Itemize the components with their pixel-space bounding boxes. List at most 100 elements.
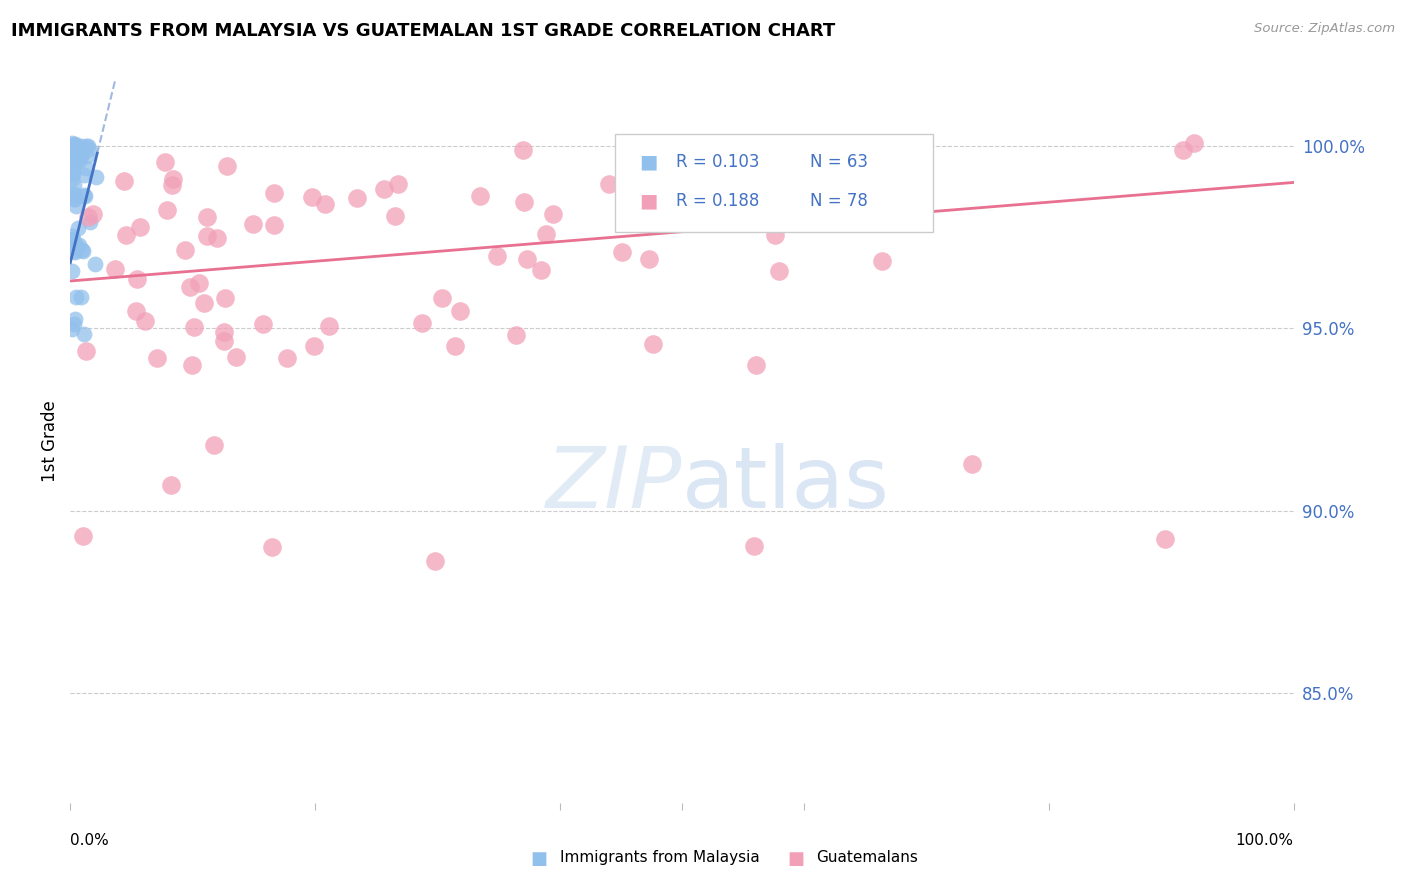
Point bbox=[60, 148, 83, 162]
Point bbox=[745, 358, 768, 372]
Point bbox=[73, 327, 96, 342]
Point bbox=[65, 312, 87, 326]
Point bbox=[60, 141, 83, 155]
Text: ■: ■ bbox=[640, 192, 658, 211]
Point bbox=[411, 316, 433, 330]
Point bbox=[66, 221, 89, 235]
Point bbox=[263, 186, 285, 200]
Point bbox=[60, 321, 83, 335]
Y-axis label: 1st Grade: 1st Grade bbox=[41, 401, 59, 483]
Point bbox=[534, 227, 557, 242]
Point bbox=[384, 209, 406, 223]
Point bbox=[768, 264, 790, 278]
Point bbox=[60, 229, 83, 244]
Point bbox=[63, 145, 86, 159]
Point bbox=[84, 169, 107, 184]
Point bbox=[63, 193, 86, 207]
Point bbox=[73, 169, 96, 183]
Point bbox=[962, 457, 984, 471]
Point bbox=[125, 271, 148, 285]
Point bbox=[75, 344, 97, 359]
Point bbox=[262, 541, 284, 555]
Text: Immigrants from Malaysia: Immigrants from Malaysia bbox=[560, 850, 759, 864]
Point bbox=[65, 138, 87, 153]
Point bbox=[70, 139, 93, 153]
Point bbox=[449, 304, 471, 318]
Point bbox=[173, 243, 195, 257]
Point bbox=[72, 244, 94, 259]
Point bbox=[112, 173, 135, 187]
Point bbox=[160, 178, 183, 192]
Point bbox=[70, 244, 93, 258]
Point bbox=[263, 218, 285, 232]
Point bbox=[63, 157, 86, 171]
Point bbox=[276, 351, 298, 366]
Point bbox=[180, 358, 202, 372]
Point bbox=[638, 252, 661, 266]
Point bbox=[70, 149, 93, 163]
Point bbox=[470, 189, 492, 203]
Text: R = 0.188: R = 0.188 bbox=[676, 192, 759, 210]
Text: atlas: atlas bbox=[682, 443, 890, 526]
Point bbox=[195, 210, 218, 224]
Point bbox=[214, 291, 236, 305]
Text: ■: ■ bbox=[787, 850, 804, 868]
Point bbox=[162, 172, 184, 186]
Text: R = 0.103: R = 0.103 bbox=[676, 153, 759, 171]
Point bbox=[486, 249, 509, 263]
Point bbox=[530, 263, 553, 277]
Point bbox=[65, 145, 87, 160]
Point bbox=[76, 210, 98, 224]
Point bbox=[505, 327, 527, 342]
Point bbox=[641, 336, 664, 351]
Point bbox=[63, 137, 86, 152]
Point bbox=[62, 172, 84, 186]
Point bbox=[444, 339, 467, 353]
Text: 0.0%: 0.0% bbox=[70, 833, 110, 848]
Text: N = 78: N = 78 bbox=[810, 192, 869, 210]
Point bbox=[512, 144, 534, 158]
Point bbox=[75, 161, 97, 176]
Point bbox=[77, 142, 100, 156]
Text: Guatemalans: Guatemalans bbox=[817, 850, 918, 864]
Point bbox=[513, 195, 536, 210]
Point bbox=[75, 138, 97, 153]
Point bbox=[541, 207, 564, 221]
Point bbox=[62, 232, 84, 246]
Point bbox=[67, 237, 90, 252]
Point bbox=[60, 138, 83, 153]
Point bbox=[242, 217, 264, 231]
Point bbox=[70, 147, 93, 161]
Point bbox=[160, 478, 183, 492]
Point bbox=[62, 318, 84, 332]
Point bbox=[302, 339, 325, 353]
Text: N = 63: N = 63 bbox=[810, 153, 869, 171]
Point bbox=[673, 202, 696, 216]
Point bbox=[62, 145, 84, 159]
Text: ■: ■ bbox=[640, 153, 658, 171]
Text: ■: ■ bbox=[530, 850, 547, 868]
Point bbox=[134, 314, 156, 328]
Point bbox=[373, 182, 395, 196]
Point bbox=[77, 139, 100, 153]
Point bbox=[598, 177, 620, 191]
Point bbox=[63, 150, 86, 164]
Point bbox=[516, 252, 538, 266]
Point bbox=[212, 325, 235, 339]
FancyBboxPatch shape bbox=[614, 135, 932, 232]
Point bbox=[217, 160, 239, 174]
Point bbox=[205, 231, 228, 245]
Point bbox=[225, 351, 247, 365]
Point bbox=[63, 149, 86, 163]
Point bbox=[65, 238, 87, 252]
Point bbox=[129, 220, 152, 235]
Point bbox=[67, 154, 90, 169]
Point bbox=[69, 290, 91, 304]
Text: Source: ZipAtlas.com: Source: ZipAtlas.com bbox=[1254, 22, 1395, 36]
Point bbox=[187, 277, 209, 291]
Point bbox=[125, 304, 148, 318]
Point bbox=[65, 187, 87, 202]
Point bbox=[72, 529, 94, 543]
Point bbox=[1173, 143, 1195, 157]
Text: ZIP: ZIP bbox=[546, 443, 682, 526]
